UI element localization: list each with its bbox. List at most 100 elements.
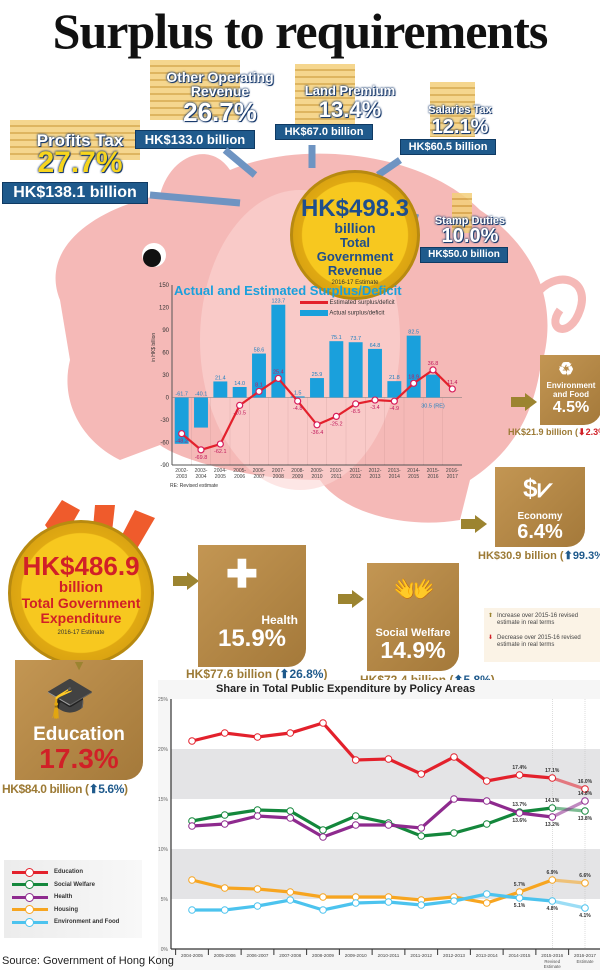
area-name: Health [261, 613, 298, 627]
series-point [548, 897, 557, 905]
actual-bar [348, 342, 363, 398]
revenue-name: Land Premium [304, 83, 396, 98]
series-point [351, 812, 360, 820]
series-point [581, 879, 589, 887]
point-label: 17.1% [545, 768, 560, 774]
revenue-land-premium: Land Premium 13.4% [290, 84, 410, 122]
x-tick-label: 2008- [291, 468, 304, 474]
key-increase: Increase over 2015-16 revised estimate i… [497, 613, 579, 626]
key-decrease: Decrease over 2015-16 revised estimate i… [497, 635, 581, 648]
x-tick-label: 2005-2006 [214, 953, 236, 958]
series-point [253, 733, 262, 741]
area-amount-row: HK$21.9 billion (⬇2.3%) [508, 427, 600, 438]
series-line [191, 797, 553, 839]
series-point [319, 906, 327, 914]
series-line-estimate [552, 878, 586, 885]
dollar-chart-icon: $⩗ [523, 473, 553, 503]
series-point [384, 755, 393, 763]
series-point [515, 894, 524, 902]
graduation-cap-icon: 🎓 [45, 676, 95, 720]
down-arrow-icon: ⬇ [578, 427, 586, 437]
x-tick-label: 2006- [253, 468, 266, 474]
estimated-point [274, 374, 282, 383]
x-tick-label: 2010- [330, 468, 343, 474]
estimated-value-label: -36.4 [311, 430, 324, 436]
x-tick-label: 2007 [253, 474, 264, 480]
revenue-pct: 26.7% [183, 97, 257, 127]
total-revenue-note: 2016-17 Estimate [331, 280, 379, 286]
x-tick-label: 2004- [214, 468, 227, 474]
source-note: Source: Government of Hong Kong [2, 955, 174, 967]
point-label: 16.0% [578, 779, 593, 785]
series-point [581, 904, 589, 912]
bar-value-label: 1.5 [294, 390, 302, 396]
series-line [192, 892, 553, 912]
legend-swatch [12, 905, 48, 915]
x-tick-label: 2004-2005 [181, 953, 203, 958]
estimated-point [371, 396, 379, 404]
point-label: 14.1% [545, 798, 560, 804]
series-point [384, 898, 393, 906]
legend-swatch [12, 867, 48, 877]
actual-bar [252, 353, 266, 398]
series-point [319, 893, 327, 901]
line-chart-title: Share in Total Public Expenditure by Pol… [216, 683, 476, 695]
surplus-deficit-chart: -90-60-3003060901201502002-20032003-2004… [159, 283, 462, 480]
estimated-value-label: 36.8 [428, 361, 439, 367]
increase-arrow-icon: ⬆ [488, 613, 494, 619]
estimated-point [313, 421, 321, 429]
revenue-pct: 10.0% [441, 225, 499, 247]
total-revenue-label: Total Government Revenue [316, 235, 394, 278]
series-line-estimate [551, 899, 586, 910]
bar-value-label: 64.8 [370, 343, 381, 349]
series-point [220, 811, 229, 819]
medical-kit-icon: ✚ [226, 554, 258, 596]
revenue-amount: HK$133.0 billion [135, 130, 255, 149]
x-tick-label: 2015 [408, 474, 419, 480]
point-label: 13.7% [512, 802, 527, 808]
y-tick-label: 120 [159, 306, 170, 312]
total-expenditure-coin: HK$486.9 billion Total Government Expend… [8, 520, 154, 666]
area-amount: HK$84.0 billion [2, 782, 83, 796]
x-tick-label: 2015-2016 [541, 953, 563, 958]
bar-value-label: 73.7 [350, 336, 361, 342]
series-line [191, 878, 553, 905]
revenue-other-operating: Other Operating Revenue 26.7% [160, 70, 280, 126]
area-name: Environment and Food [546, 381, 596, 399]
x-tick-label: 2012- [369, 468, 382, 474]
total-expenditure-value: HK$486.9 [22, 551, 140, 581]
bar-chart-title: Actual and Estimated Surplus/Deficit [174, 283, 402, 298]
series-point [548, 804, 557, 812]
x-tick-label: 2009- [311, 468, 324, 474]
legend-actual: Actual surplus/deficit [329, 310, 385, 317]
actual-bar [194, 397, 208, 428]
y-tick-label: 10% [158, 847, 169, 853]
actual-bar [174, 397, 189, 444]
estimated-point [197, 446, 205, 454]
legend-label: Environment and Food [54, 919, 120, 926]
caregiver-icon: 👐 [393, 571, 436, 609]
x-tick-label: 2009 [292, 474, 303, 480]
legend-bar-swatch [300, 310, 328, 316]
grid-band [171, 699, 600, 749]
series-point [450, 795, 458, 803]
area-pct: 4.5% [552, 399, 590, 416]
revenue-amount: HK$138.1 billion [2, 182, 148, 204]
legend-item: Housing [12, 904, 134, 917]
series-point [581, 807, 589, 815]
estimated-value-label: 18.9 [408, 374, 419, 380]
legend-label: Social Welfare [54, 881, 95, 888]
legend-swatch [12, 917, 48, 927]
series-point [286, 814, 295, 822]
total-expenditure-note: 2016-17 Estimate [57, 630, 105, 636]
area-economy: $⩗ Economy 6.4% [495, 467, 585, 547]
x-tick-label: 2011 [331, 474, 342, 480]
series-point [286, 729, 295, 737]
series-point [581, 797, 589, 805]
x-tick-label: 2006 [234, 474, 245, 480]
page-title: Surplus to requirements [52, 3, 549, 59]
arrow-icon [338, 590, 364, 608]
estimated-value-label: -62.1 [214, 449, 227, 455]
x-tick-label: 2005 [215, 474, 226, 480]
area-education: ▼ 🎓 Education 17.3% [15, 658, 143, 780]
